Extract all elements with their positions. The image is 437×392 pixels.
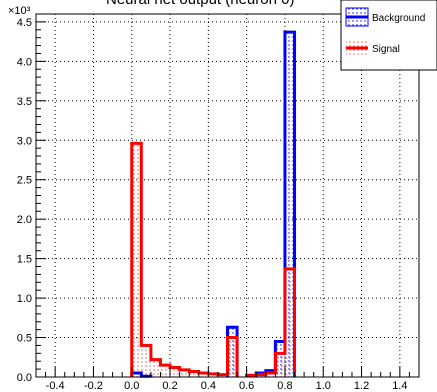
signal-bar <box>150 359 161 377</box>
y-tick-label: 4.5 <box>17 17 32 29</box>
x-tick-label: 0.8 <box>277 380 292 392</box>
signal-bar <box>189 371 199 377</box>
y-axis-multiplier: ×10³ <box>8 5 31 17</box>
x-tick-label: 0.0 <box>124 380 139 392</box>
signal-bar <box>198 373 209 377</box>
y-tick-label: 1.0 <box>17 293 32 305</box>
y-tick-label: 2.0 <box>17 214 32 226</box>
signal-bar <box>179 369 190 377</box>
y-tick-label: 0.0 <box>17 372 32 384</box>
signal-series-outline <box>130 141 297 377</box>
legend-label-signal: Signal <box>372 44 400 55</box>
x-tick-label: -0.2 <box>84 380 103 392</box>
y-tick-label: 3.0 <box>17 135 32 147</box>
background-bar <box>284 32 295 378</box>
chart-title: Neural net output (neuron 0) <box>106 0 294 8</box>
legend-entry-background: Background <box>345 7 425 27</box>
signal-bar <box>208 373 218 377</box>
axis-ticks <box>36 13 410 377</box>
legend-label-background: Background <box>372 13 425 24</box>
x-tick-label: 1.0 <box>316 380 331 392</box>
signal-series-fill <box>131 143 295 377</box>
y-tick-label: 4.0 <box>17 56 32 68</box>
x-tick-label: -0.4 <box>46 380 65 392</box>
y-tick-label: 2.5 <box>17 175 32 187</box>
legend: Background Signal <box>340 0 437 71</box>
x-tick-label: 0.2 <box>162 380 177 392</box>
y-tick-label: 1.5 <box>17 254 32 266</box>
signal-bar <box>284 268 295 377</box>
signal-bar <box>170 367 180 377</box>
y-tick-label: 3.5 <box>17 96 32 108</box>
x-axis-tick-labels: -0.4 -0.2 0.0 0.2 0.4 0.6 0.8 1.0 1.2 1.4 <box>46 380 408 392</box>
signal-bar <box>131 143 142 377</box>
signal-bar <box>141 345 151 377</box>
legend-entry-signal: Signal <box>346 39 400 57</box>
signal-bar <box>265 373 276 377</box>
signal-bar <box>227 337 238 377</box>
signal-bar <box>160 365 171 377</box>
signal-bar <box>275 353 285 377</box>
plot-area <box>36 14 419 377</box>
x-tick-label: 1.2 <box>354 380 369 392</box>
x-tick-label: 0.6 <box>239 380 254 392</box>
y-axis-tick-labels: 0.0 0.5 1.0 1.5 2.0 2.5 3.0 3.5 4.0 4.5 <box>17 17 32 384</box>
y-tick-label: 0.5 <box>17 333 32 345</box>
x-tick-label: 1.4 <box>392 380 407 392</box>
x-tick-label: 0.4 <box>201 380 216 392</box>
